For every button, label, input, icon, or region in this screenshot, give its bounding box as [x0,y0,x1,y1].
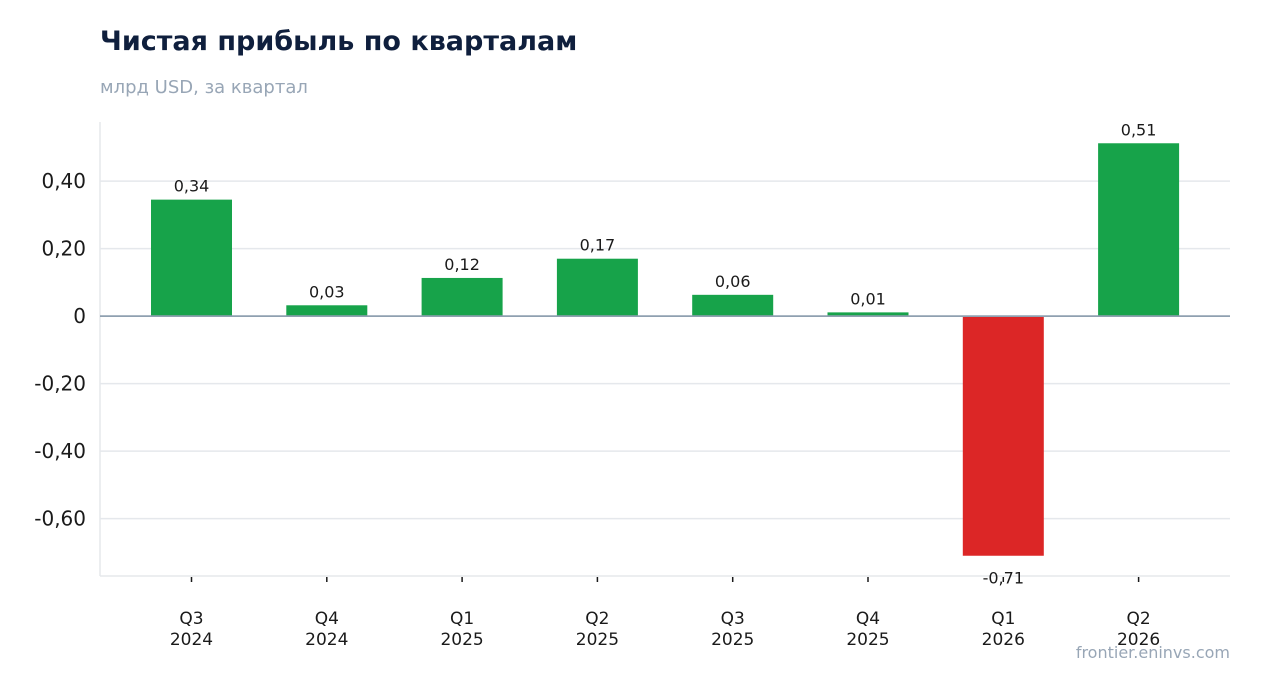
x-tick-label-quarter: Q4 [856,609,880,629]
data-label: 0,51 [1121,120,1157,139]
data-label: 0,17 [580,236,616,255]
x-tick-label-quarter: Q3 [721,609,745,629]
x-tick-label-quarter: Q1 [991,609,1015,629]
data-label: 0,01 [850,289,886,308]
x-axis-tick-labels: Q32024Q42024Q12025Q22025Q32025Q42025Q120… [170,609,1160,650]
y-tick-label: 0,20 [41,237,86,261]
bar [962,316,1044,556]
y-tick-label: 0 [73,304,86,328]
source-watermark: frontier.eninvs.com [1075,643,1230,662]
data-label: -0,71 [983,569,1024,588]
y-axis-tick-labels: 0,40 0,20 0 -0,20 -0,40 -0,60 [34,169,86,531]
x-tick-label-year: 2024 [305,630,348,650]
y-tick-label: -0,20 [34,372,86,396]
y-tick-label: -0,60 [34,507,86,531]
x-tick-label-quarter: Q2 [585,609,609,629]
bars [151,143,1180,556]
x-tick-label-year: 2026 [1117,630,1160,650]
bar [556,258,638,317]
bar [151,199,232,317]
bar [827,312,909,317]
x-tick-label-quarter: Q2 [1126,609,1150,629]
data-label: 0,12 [444,255,480,274]
x-tick-label-year: 2026 [982,630,1025,650]
data-labels: 0,34 0,03 0,12 0,17 0,06 0,01 -0,71 0,51 [174,120,1157,587]
x-tick-label-year: 2025 [711,630,754,650]
data-label: 0,34 [174,177,210,196]
x-tick-label-year: 2025 [576,630,619,650]
bar [1098,143,1180,317]
data-label: 0,06 [715,272,751,291]
x-tick-label-quarter: Q3 [179,609,203,629]
x-tick-label-quarter: Q4 [315,609,339,629]
chart-subtitle: млрд USD, за квартал [100,77,308,98]
bar [692,294,774,317]
x-tick-label-year: 2025 [440,630,483,650]
data-label: 0,03 [309,282,345,301]
x-tick-label-quarter: Q1 [450,609,474,629]
x-tick-label-year: 2025 [846,630,889,650]
y-tick-label: -0,40 [34,439,86,463]
grid-lines [100,180,1230,520]
x-tick-label-year: 2024 [170,630,213,650]
bar [286,305,368,317]
axes [99,122,1230,582]
y-tick-label: 0,40 [41,169,86,193]
bar [421,277,503,317]
chart-title: Чистая прибыль по кварталам [100,26,578,57]
